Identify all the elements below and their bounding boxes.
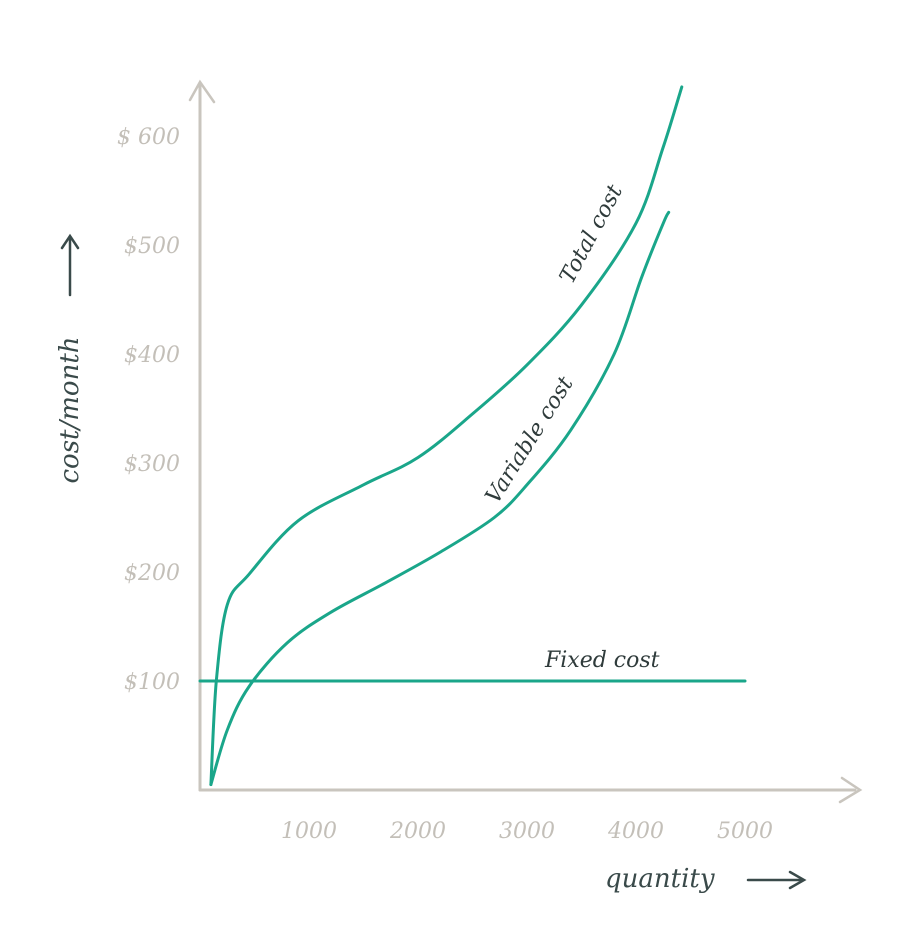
- series-label-fixed-cost: Fixed cost: [544, 648, 660, 673]
- series-line-total-cost: [209, 85, 684, 787]
- x-axis-title-arrow: [746, 870, 807, 890]
- y-axis-arrowhead: [188, 79, 216, 104]
- y-tick-label: $100: [124, 670, 180, 695]
- x-axis-arrowhead: [838, 776, 863, 804]
- x-axis-title: quantity: [605, 864, 715, 894]
- series-label-total-cost: Total cost: [555, 181, 628, 288]
- y-tick-label: $300: [124, 452, 180, 477]
- y-tick-label: $ 600: [117, 125, 180, 150]
- y-tick-label: $200: [124, 561, 180, 586]
- x-tick-label: 5000: [717, 819, 773, 844]
- y-tick-label: $400: [124, 343, 180, 368]
- x-tick-label: 4000: [607, 819, 664, 844]
- y-tick-labels: $100 $200 $300 $400 $500 $ 600: [117, 125, 180, 695]
- y-axis-title: cost/month: [55, 336, 85, 483]
- series-line-variable-cost: [209, 210, 671, 787]
- y-axis-title-arrow: [60, 233, 80, 297]
- x-tick-label: 3000: [499, 819, 555, 844]
- x-tick-label: 1000: [281, 819, 337, 844]
- y-tick-label: $500: [124, 234, 180, 259]
- series-lines: [198, 85, 747, 787]
- x-tick-label: 2000: [389, 819, 446, 844]
- x-tick-labels: 1000 2000 3000 4000 5000: [281, 819, 773, 844]
